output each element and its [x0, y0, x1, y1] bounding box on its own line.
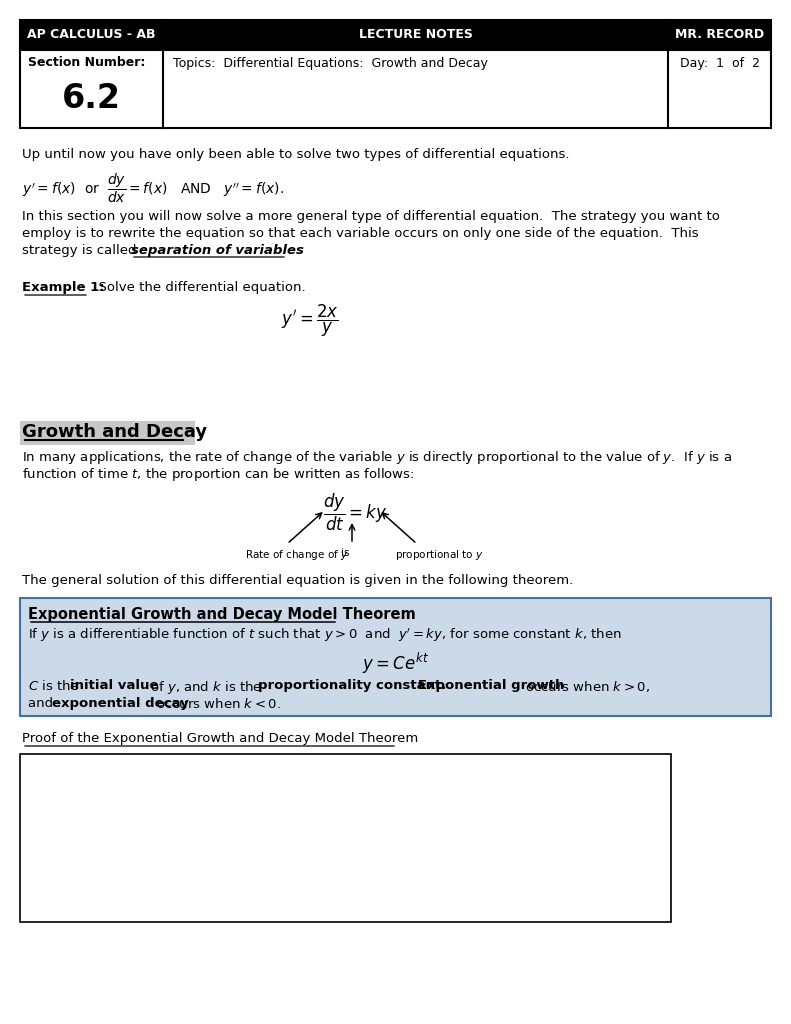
- Text: Example 1:: Example 1:: [22, 281, 104, 294]
- Text: The general solution of this differential equation is given in the following the: The general solution of this differentia…: [22, 574, 573, 587]
- Text: $C$ is the: $C$ is the: [28, 679, 80, 693]
- Text: $\dfrac{dy}{dt} = ky$: $\dfrac{dy}{dt} = ky$: [323, 492, 388, 534]
- Bar: [20, 20, 771, 128]
- Text: employ is to rewrite the equation so that each variable occurs on only one side : employ is to rewrite the equation so tha…: [22, 227, 698, 240]
- Text: proportional to $y$: proportional to $y$: [395, 548, 484, 562]
- Text: $y' = f(x)$  or  $\dfrac{dy}{dx} = f(x)$   AND   $y'' = f(x)$.: $y' = f(x)$ or $\dfrac{dy}{dx} = f(x)$ A…: [22, 172, 284, 206]
- Text: Exponential Growth and Decay Model Theorem: Exponential Growth and Decay Model Theor…: [28, 607, 416, 622]
- Text: Exponential growth: Exponential growth: [404, 679, 564, 692]
- Text: occurs when $k < 0$.: occurs when $k < 0$.: [152, 697, 281, 711]
- Text: MR. RECORD: MR. RECORD: [675, 29, 764, 42]
- Text: initial value: initial value: [70, 679, 158, 692]
- Bar: [20, 754, 671, 922]
- Text: exponential decay: exponential decay: [52, 697, 189, 710]
- Text: Section Number:: Section Number:: [28, 56, 146, 70]
- Text: .: .: [288, 244, 292, 257]
- Text: occurs when $k > 0$,: occurs when $k > 0$,: [521, 679, 650, 694]
- Text: Rate of change of $y$: Rate of change of $y$: [245, 548, 349, 562]
- Bar: [20, 598, 771, 716]
- Text: Up until now you have only been able to solve two types of differential equation: Up until now you have only been able to …: [22, 148, 570, 161]
- Text: $y = Ce^{kt}$: $y = Ce^{kt}$: [362, 651, 429, 676]
- Text: is: is: [341, 548, 350, 558]
- Text: $y' = \dfrac{2x}{y}$: $y' = \dfrac{2x}{y}$: [281, 303, 339, 339]
- Text: AP CALCULUS - AB: AP CALCULUS - AB: [27, 29, 156, 42]
- Text: Solve the differential equation.: Solve the differential equation.: [90, 281, 305, 294]
- Text: If $y$ is a differentiable function of $t$ such that $y > 0$  and  $y' = ky$, fo: If $y$ is a differentiable function of $…: [28, 627, 622, 644]
- Text: of $y$, and $k$ is the: of $y$, and $k$ is the: [146, 679, 263, 696]
- Text: Proof of the Exponential Growth and Decay Model Theorem: Proof of the Exponential Growth and Deca…: [22, 732, 418, 745]
- Text: Growth and Decay: Growth and Decay: [22, 423, 207, 441]
- Text: proportionality constant.: proportionality constant.: [258, 679, 446, 692]
- Text: and: and: [28, 697, 58, 710]
- Text: Topics:  Differential Equations:  Growth and Decay: Topics: Differential Equations: Growth a…: [173, 56, 488, 70]
- Text: Day:  1  of  2: Day: 1 of 2: [679, 56, 759, 70]
- Bar: [20, 20, 771, 50]
- Text: LECTURE NOTES: LECTURE NOTES: [358, 29, 472, 42]
- Bar: [20, 50, 771, 128]
- Text: 6.2: 6.2: [62, 83, 121, 116]
- Text: function of time $t$, the proportion can be written as follows:: function of time $t$, the proportion can…: [22, 466, 414, 483]
- Text: strategy is called: strategy is called: [22, 244, 141, 257]
- Bar: [20, 421, 195, 445]
- Text: In this section you will now solve a more general type of differential equation.: In this section you will now solve a mor…: [22, 210, 720, 223]
- Text: separation of variables: separation of variables: [131, 244, 304, 257]
- Text: In many applications, the rate of change of the variable $y$ is directly proport: In many applications, the rate of change…: [22, 449, 732, 466]
